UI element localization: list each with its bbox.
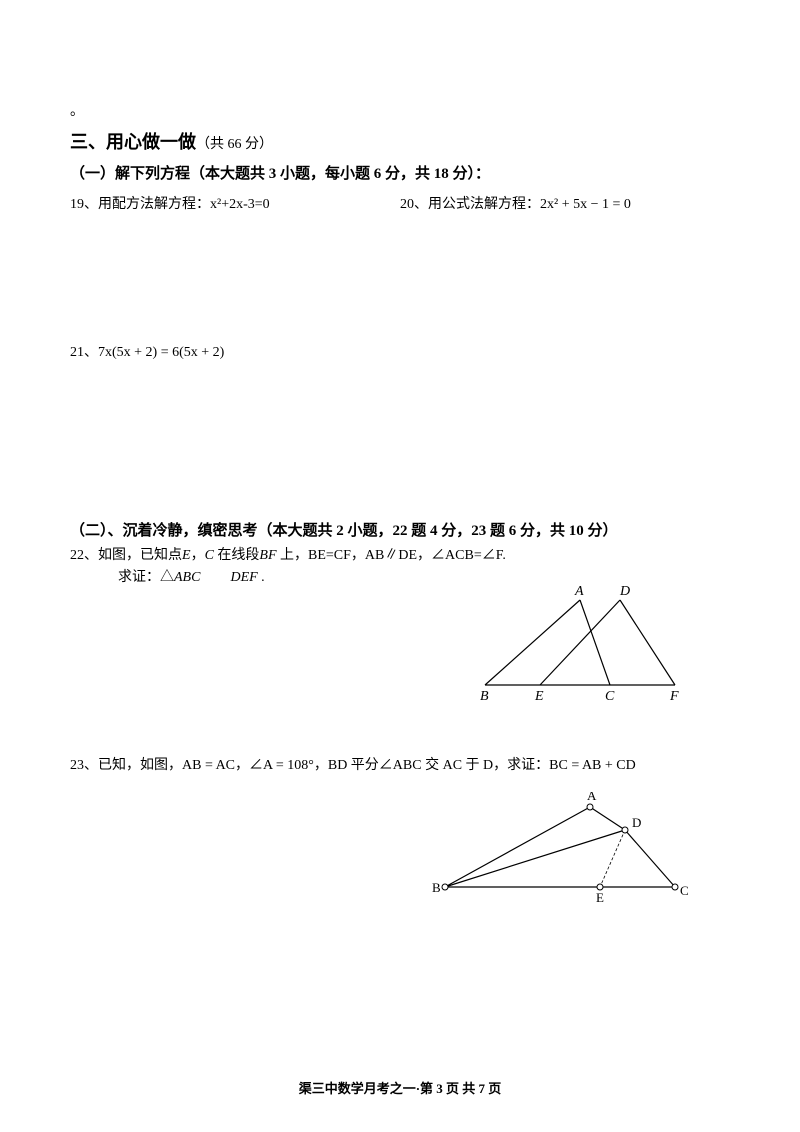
q20-label: 20、 (400, 197, 428, 212)
fig1-E: E (534, 689, 544, 704)
subsection-1-title: （一）解下列方程（本大题共 3 小题，每小题 6 分，共 18 分）： (70, 162, 730, 183)
q19-label: 19、 (70, 197, 98, 212)
fig1-F: F (669, 689, 679, 704)
problem-19: 19、用配方法解方程：x²+2x-3=0 (70, 193, 400, 213)
section-3-main: 三、用心做一做 (70, 132, 196, 152)
q21-equation: 7x(5x + 2) = 6(5x + 2) (98, 345, 224, 360)
q22-l2b: ABC (174, 570, 200, 585)
problems-19-20: 19、用配方法解方程：x²+2x-3=0 20、用公式法解方程：2x² + 5x… (70, 193, 730, 213)
fig2-D: D (632, 815, 641, 830)
page-footer: 渠三中数学月考之一·第 3 页 共 7 页 (0, 1078, 800, 1097)
problem-20: 20、用公式法解方程：2x² + 5x − 1 = 0 (400, 193, 730, 213)
fig1-C: C (605, 689, 615, 704)
stray-period: 。 (70, 100, 730, 120)
figure-22-triangles: A D B E C F (470, 585, 690, 705)
q23-text: 已知，如图，AB = AC，∠A = 108°，BD 平分∠ABC 交 AC 于… (98, 758, 636, 773)
q21-label: 21、 (70, 345, 98, 360)
q20-text: 用公式法解方程： (428, 197, 540, 212)
q22-t3: 在线段 (214, 548, 260, 563)
q22-BF: BF (259, 548, 276, 563)
problem-21: 21、7x(5x + 2) = 6(5x + 2) (70, 341, 730, 361)
figure-23-triangle: A D B E C (430, 792, 690, 912)
q22-t1: 如图，已知点 (98, 548, 182, 563)
fig2-C: C (680, 883, 689, 898)
fig2-B: B (432, 880, 441, 895)
fig1-B: B (480, 689, 489, 704)
section-3-sub: （共 66 分） (196, 137, 273, 152)
section-3-title: 三、用心做一做（共 66 分） (70, 128, 730, 154)
fig2-E: E (596, 890, 604, 905)
q22-l2d: . (258, 570, 265, 585)
fig1-D: D (619, 585, 630, 599)
q22-t4: 上，BE=CF，AB∥DE，∠ACB=∠F. (277, 548, 506, 563)
problem-22: 22、如图，已知点E，C 在线段BF 上，BE=CF，AB∥DE，∠ACB=∠F… (70, 545, 730, 567)
q19-text: 用配方法解方程：x²+2x-3=0 (98, 197, 270, 212)
subsection-2-title: （二）、沉着冷静，缜密思考（本大题共 2 小题，22 题 4 分，23 题 6 … (70, 519, 730, 540)
q22-l2a: 求证：△ (118, 570, 174, 585)
q22-C: C (205, 548, 214, 563)
fig2-A: A (587, 792, 597, 803)
q22-t2: ， (191, 548, 205, 563)
q20-equation: 2x² + 5x − 1 = 0 (540, 197, 631, 212)
q22-l2c: DEF (230, 570, 257, 585)
q23-label: 23、 (70, 758, 98, 773)
fig1-A: A (574, 585, 584, 599)
q22-E: E (182, 548, 191, 563)
q22-label: 22、 (70, 548, 98, 563)
problem-23: 23、已知，如图，AB = AC，∠A = 108°，BD 平分∠ABC 交 A… (70, 755, 730, 777)
